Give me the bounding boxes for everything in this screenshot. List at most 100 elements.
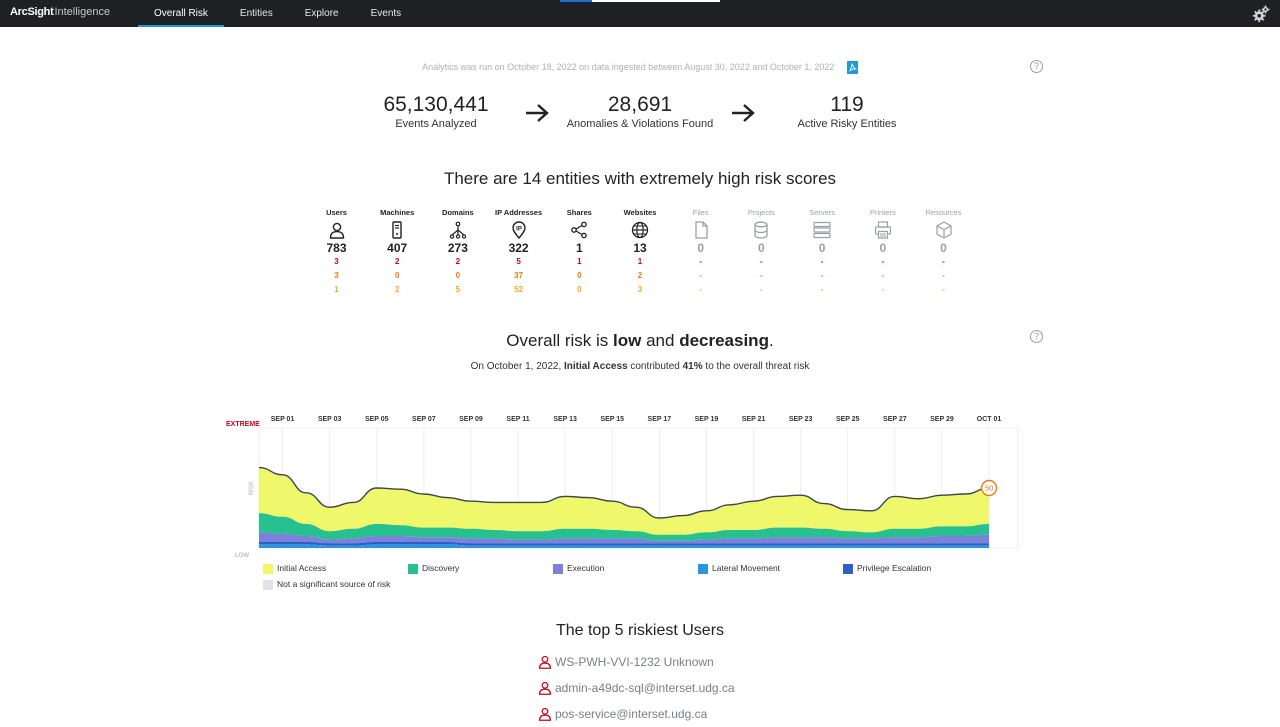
brand-name: ArcSight: [10, 6, 54, 18]
medium-risk-count: 0: [577, 285, 582, 294]
x-tick-label: SEP 11: [506, 416, 529, 423]
series-area-lateral-movement[interactable]: [259, 544, 990, 548]
legend-item-lateral-movement[interactable]: Lateral Movement: [698, 563, 780, 574]
entity-column-domains[interactable]: Domains 273 2 0 5: [427, 207, 488, 297]
top-navigation-bar: ArcSightIntelligence Overall Risk Entiti…: [0, 0, 1280, 27]
risk-trend: decreasing: [679, 331, 769, 350]
tab-explore[interactable]: Explore: [304, 8, 339, 19]
extreme-risk-count: 5: [516, 257, 521, 266]
gears-icon[interactable]: [1252, 5, 1270, 23]
high-risk-count: 0: [577, 271, 582, 280]
machine-icon: [367, 219, 428, 241]
x-tick-label: SEP 19: [695, 416, 719, 423]
extreme-risk-count: -: [881, 257, 885, 266]
risk-over-time-chart[interactable]: SEP 01 SEP 03 SEP 05 SEP 07 SEP 09 SEP 11 SEP …: [224, 408, 1044, 560]
tab-events[interactable]: Events: [370, 8, 402, 19]
legend-label: Execution: [567, 563, 605, 573]
entity-total-count: 322: [508, 241, 529, 255]
entity-total-count: 1: [575, 241, 583, 255]
entity-total-count: 783: [326, 241, 347, 255]
legend-swatch: [553, 563, 563, 574]
stat-value: 65,130,441: [383, 93, 489, 116]
legend-item-execution[interactable]: Execution: [553, 563, 604, 574]
main-tabs: Overall Risk Entities Explore Events: [138, 0, 417, 27]
stat-risky-entities: 119 Active Risky Entities: [747, 93, 947, 131]
entity-total-count: 0: [697, 241, 705, 255]
series-area-discovery[interactable]: [259, 513, 990, 541]
pdf-icon[interactable]: [846, 61, 858, 74]
help-icon[interactable]: ?: [1030, 60, 1043, 73]
risk-title-text: .: [768, 331, 774, 350]
medium-risk-count: 5: [455, 285, 461, 294]
medium-risk-count: 52: [514, 285, 524, 294]
entity-column-users[interactable]: Users 783 3 3 1: [306, 207, 367, 297]
legend-swatch: [408, 563, 418, 574]
legend-label: Not a significant source of risk: [277, 579, 391, 589]
risky-user-item[interactable]: admin-a49dc-sql@interset.udg.ca: [538, 675, 735, 701]
legend-label: Lateral Movement: [712, 563, 781, 573]
extreme-risk-count: 1: [637, 257, 643, 266]
x-tick-label: SEP 25: [836, 416, 860, 423]
entity-type-label: Users: [326, 208, 347, 217]
ip-address-icon: IP: [488, 219, 549, 241]
series-area-execution[interactable]: [259, 532, 990, 544]
x-tick-label: SEP 13: [553, 416, 577, 423]
tab-entities[interactable]: Entities: [239, 8, 273, 19]
svg-text:IP: IP: [516, 227, 522, 233]
entity-type-label: Shares: [566, 208, 592, 217]
arrow-right-icon: [526, 104, 549, 122]
entity-column-shares[interactable]: Shares 1 1 0 0: [549, 207, 610, 297]
risk-sub-text: On October 1, 2022,: [470, 361, 565, 372]
extreme-risk-count: -: [760, 257, 763, 266]
domain-icon: [427, 219, 488, 241]
legend-item-privilege-escalation[interactable]: Privilege Escalation: [843, 563, 931, 574]
entity-column-resources[interactable]: Resources 0 - - -: [913, 207, 974, 297]
entity-column-printers[interactable]: Printers 0 - - -: [852, 207, 913, 297]
y-axis-label: RISK: [249, 480, 255, 495]
current-risk-marker[interactable]: [980, 479, 998, 497]
high-risk-count: 37: [514, 271, 524, 280]
x-tick-label: SEP 17: [648, 416, 672, 423]
extreme-entities-headline: There are 14 entities with extremely hig…: [443, 169, 837, 188]
risk-chart-svg[interactable]: SEP 01 SEP 03 SEP 05 SEP 07 SEP 09 SEP 11 SEP …: [224, 408, 1044, 560]
risky-user-item[interactable]: WS-PWH-VVI-1232 Unknown: [538, 649, 735, 675]
risky-user-name: admin-a49dc-sql@interset.udg.ca: [555, 681, 735, 695]
summary-stats: 65,130,441 Events Analyzed 28,691 Anomal…: [0, 93, 1280, 137]
server-icon: [792, 219, 853, 241]
entity-column-machines[interactable]: Machines 407 2 0 2: [367, 207, 428, 297]
stat-label: Events Analyzed: [395, 118, 477, 130]
entity-column-servers[interactable]: Servers 0 - - -: [792, 207, 853, 297]
user-icon: [538, 655, 552, 669]
entity-column-ip-addresses[interactable]: IP Addresses IP 322 5 37 52: [488, 207, 549, 297]
legend-item-initial-access[interactable]: Initial Access: [263, 563, 326, 574]
arrow-right-icon: [732, 104, 755, 122]
series-area-initial-access[interactable]: [259, 467, 990, 535]
risk-subtitle: On October 1, 2022, Initial Access contr…: [0, 361, 1280, 372]
risk-sub-text: contributed: [627, 361, 683, 372]
user-icon: [538, 707, 552, 721]
help-icon[interactable]: ?: [1030, 330, 1043, 343]
series-area-privilege-escalation[interactable]: [259, 542, 990, 546]
legend-swatch: [698, 563, 708, 574]
entity-total-count: 0: [879, 241, 887, 255]
legend-item-not-a-significant-source-of-risk[interactable]: Not a significant source of risk: [263, 579, 390, 590]
tab-overall-risk[interactable]: Overall Risk: [138, 0, 224, 27]
medium-risk-count: 2: [394, 285, 400, 294]
high-risk-count: -: [760, 271, 763, 280]
x-tick-label: SEP 03: [318, 416, 342, 423]
total-risk-line: [258, 466, 990, 519]
medium-risk-count: -: [942, 285, 945, 294]
entity-total-count: 0: [758, 241, 765, 255]
analytics-info: Analytics was run on October 18, 2022 on…: [0, 61, 1280, 74]
top-riskiest-users-title: The top 5 riskiest Users: [555, 622, 725, 639]
extreme-risk-count: -: [699, 257, 703, 266]
entity-column-websites[interactable]: Websites 13 1 2 3: [610, 207, 671, 297]
entity-column-files[interactable]: Files 0 - - -: [670, 207, 731, 297]
legend-item-discovery[interactable]: Discovery: [408, 563, 459, 574]
entity-column-projects[interactable]: Projects 0 - - -: [731, 207, 792, 297]
brand-logo[interactable]: ArcSightIntelligence: [10, 6, 110, 18]
entity-type-label: Machines: [380, 208, 415, 217]
risky-user-item[interactable]: pos-service@interset.udg.ca: [538, 701, 735, 727]
top-riskiest-users-list: WS-PWH-VVI-1232 Unknown admin-a49dc-sql@i…: [538, 649, 735, 727]
x-tick-label: SEP 23: [789, 416, 813, 423]
